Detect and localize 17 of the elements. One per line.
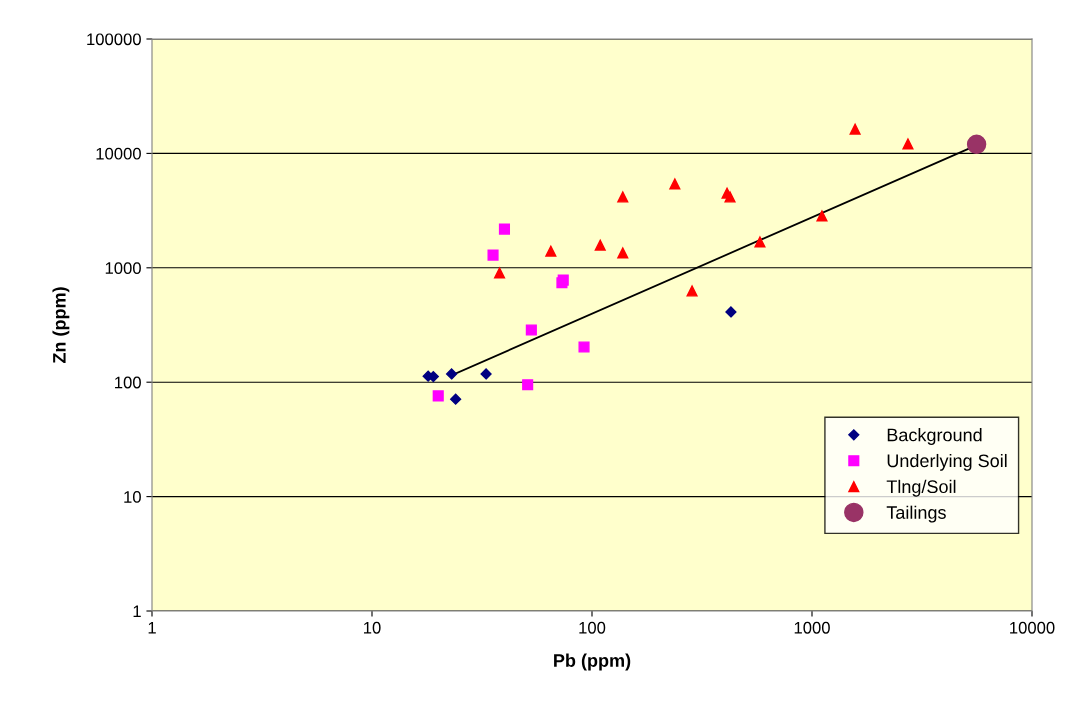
x-tick-label: 10000 [1010, 621, 1055, 634]
legend-label: Tailings [886, 505, 946, 523]
x-tick-label: 10 [364, 621, 381, 634]
y-axis-title: Zn (ppm) [52, 287, 70, 364]
y-tick-label: 10 [124, 491, 141, 503]
x-axis-title: Pb (ppm) [554, 653, 631, 671]
x-tick-label: 100 [579, 621, 606, 634]
y-tick-label: 1000 [105, 262, 141, 274]
x-tick-label: 1000 [794, 621, 830, 634]
y-tick-label: 1 [133, 605, 141, 618]
legend-label: Tlng/Soil [886, 479, 956, 497]
y-tick-label: 100 [115, 376, 141, 389]
legend-label: Underlying Soil [887, 453, 1007, 471]
y-tick-label: 100000 [87, 33, 141, 46]
x-tick-label: 1 [148, 622, 156, 634]
legend-label: Background [887, 428, 982, 445]
y-tick-label: 10000 [96, 147, 141, 160]
